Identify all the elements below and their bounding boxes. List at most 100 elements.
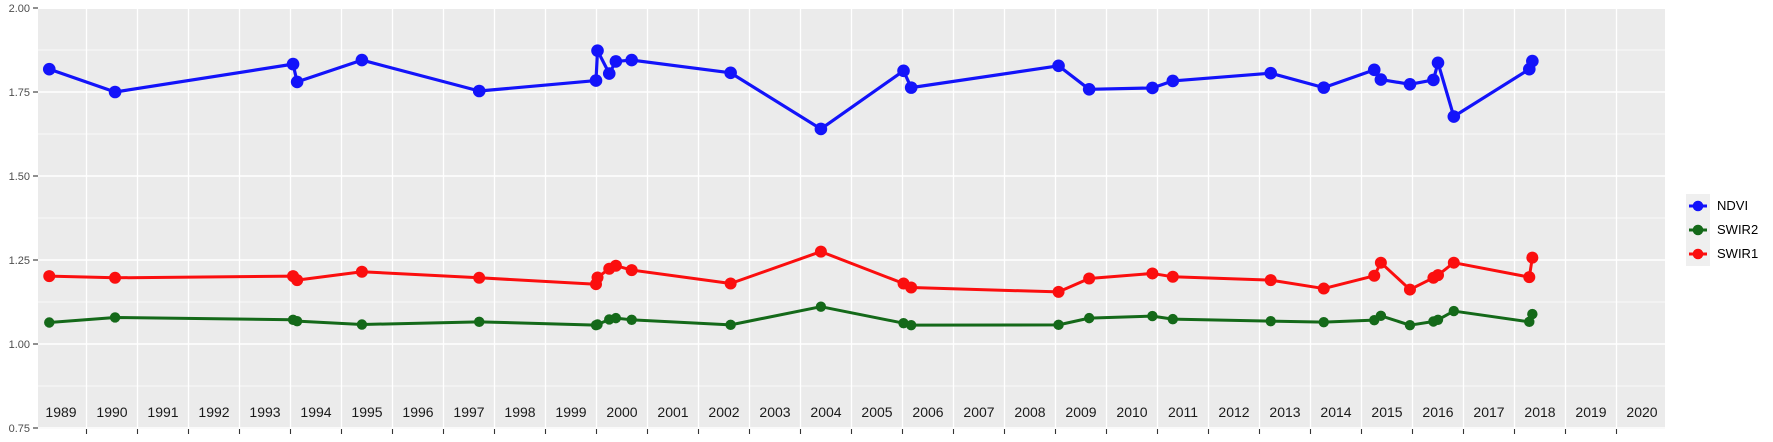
data-point-ndvi <box>1264 66 1278 80</box>
data-point-ndvi <box>1526 54 1539 68</box>
data-point-ndvi <box>1052 59 1065 73</box>
data-point-swir2 <box>610 312 622 324</box>
line-point-marker-icon <box>1689 200 1707 212</box>
legend-item-swir1: SWIR1 <box>1686 242 1758 266</box>
data-point-swir1 <box>1374 256 1387 269</box>
data-point-swir1 <box>1264 274 1277 287</box>
legend-item-ndvi: NDVI <box>1686 194 1758 218</box>
y-tick-label: 1.00 <box>9 339 30 351</box>
data-point-ndvi <box>286 57 300 71</box>
data-point-ndvi <box>589 74 603 87</box>
x-tick-label: 2010 <box>1116 404 1147 420</box>
data-point-swir2 <box>356 319 368 330</box>
data-point-swir2 <box>1527 308 1538 320</box>
data-point-swir2 <box>592 319 603 330</box>
y-tick-label: 1.25 <box>9 255 30 267</box>
data-point-ndvi <box>602 67 616 80</box>
x-tick-label: 1997 <box>453 404 484 420</box>
x-tick-label: 1992 <box>198 404 229 420</box>
data-point-swir1 <box>1368 269 1381 282</box>
data-point-swir1 <box>1083 272 1096 285</box>
data-point-ndvi <box>472 84 486 98</box>
data-point-ndvi <box>904 81 918 94</box>
data-point-swir2 <box>1404 319 1416 331</box>
data-point-swir2 <box>1318 316 1329 328</box>
x-tick-label: 1996 <box>402 404 433 420</box>
data-point-swir1 <box>591 271 604 284</box>
x-tick-label: 1993 <box>249 404 280 420</box>
x-tick-label: 2001 <box>657 404 688 420</box>
legend-key-swir2 <box>1686 218 1710 242</box>
data-point-swir2 <box>44 317 55 328</box>
data-point-ndvi <box>1427 73 1440 87</box>
x-tick-label: 2017 <box>1473 404 1504 420</box>
x-tick-label: 2002 <box>708 404 739 420</box>
legend-item-swir2: SWIR2 <box>1686 218 1758 242</box>
data-point-swir1 <box>1317 282 1330 295</box>
data-point-swir1 <box>1052 285 1065 298</box>
data-point-swir2 <box>626 314 637 326</box>
x-tick-label: 1995 <box>351 404 382 420</box>
data-point-swir1 <box>43 270 56 283</box>
data-point-swir1 <box>1523 271 1536 284</box>
data-point-ndvi <box>1431 56 1445 70</box>
data-point-swir2 <box>1265 315 1276 327</box>
legend-label-swir1: SWIR1 <box>1717 246 1759 261</box>
x-tick-label: 1998 <box>504 404 535 420</box>
y-tick-label: 1.50 <box>9 171 30 183</box>
data-point-swir1 <box>625 264 638 277</box>
data-point-ndvi <box>897 64 910 78</box>
data-point-swir1 <box>1146 267 1159 280</box>
data-point-swir2 <box>474 316 485 328</box>
data-point-swir1 <box>724 277 737 290</box>
x-tick-label: 2013 <box>1269 404 1300 420</box>
data-point-swir1 <box>814 245 827 258</box>
data-point-swir2 <box>109 312 121 323</box>
data-point-swir2 <box>905 319 917 331</box>
data-point-ndvi <box>591 44 604 57</box>
data-point-ndvi <box>1447 110 1461 123</box>
chart-legend: NDVI SWIR2 SWIR1 <box>1686 194 1758 266</box>
data-point-ndvi <box>1374 73 1388 86</box>
x-tick-label: 2004 <box>810 404 841 420</box>
data-point-swir2 <box>1375 310 1387 321</box>
data-point-swir2 <box>1167 313 1179 325</box>
x-tick-label: 1990 <box>96 404 127 420</box>
data-point-swir1 <box>905 281 918 294</box>
x-tick-label: 2011 <box>1168 404 1198 420</box>
data-point-swir1 <box>291 274 304 287</box>
data-point-swir2 <box>1448 305 1460 317</box>
data-point-swir2 <box>725 319 736 331</box>
x-tick-label: 2005 <box>861 404 892 420</box>
data-point-ndvi <box>355 53 369 67</box>
gridlines <box>38 9 1665 429</box>
data-point-swir2 <box>1053 319 1064 331</box>
x-tick-label: 1991 <box>147 404 178 420</box>
x-tick-label: 2015 <box>1371 404 1402 420</box>
y-tick-label: 2.00 <box>9 3 30 15</box>
data-point-swir1 <box>609 259 622 272</box>
x-tick-label: 2009 <box>1065 404 1096 420</box>
data-point-swir1 <box>1403 283 1416 296</box>
data-point-ndvi <box>108 85 122 99</box>
data-point-swir1 <box>473 271 486 284</box>
x-tick-label: 2016 <box>1422 404 1453 420</box>
data-point-ndvi <box>290 75 304 89</box>
line-point-marker-icon <box>1689 224 1707 236</box>
data-point-ndvi <box>1166 74 1180 88</box>
x-tick-label: 2003 <box>759 404 790 420</box>
legend-key-swir1 <box>1686 242 1710 266</box>
x-tick-label: 2008 <box>1014 404 1045 420</box>
data-point-swir1 <box>1432 269 1444 282</box>
data-point-swir2 <box>1083 312 1095 324</box>
x-tick-label: 2006 <box>912 404 943 420</box>
data-point-swir1 <box>1447 256 1460 269</box>
y-tick-label: 0.75 <box>9 423 30 435</box>
x-tick-label: 2007 <box>963 404 994 420</box>
x-tick-label: 2012 <box>1218 404 1249 420</box>
line-point-marker-icon <box>1689 248 1707 260</box>
legend-key-ndvi <box>1686 194 1710 218</box>
x-tick-label: 2020 <box>1626 404 1657 420</box>
